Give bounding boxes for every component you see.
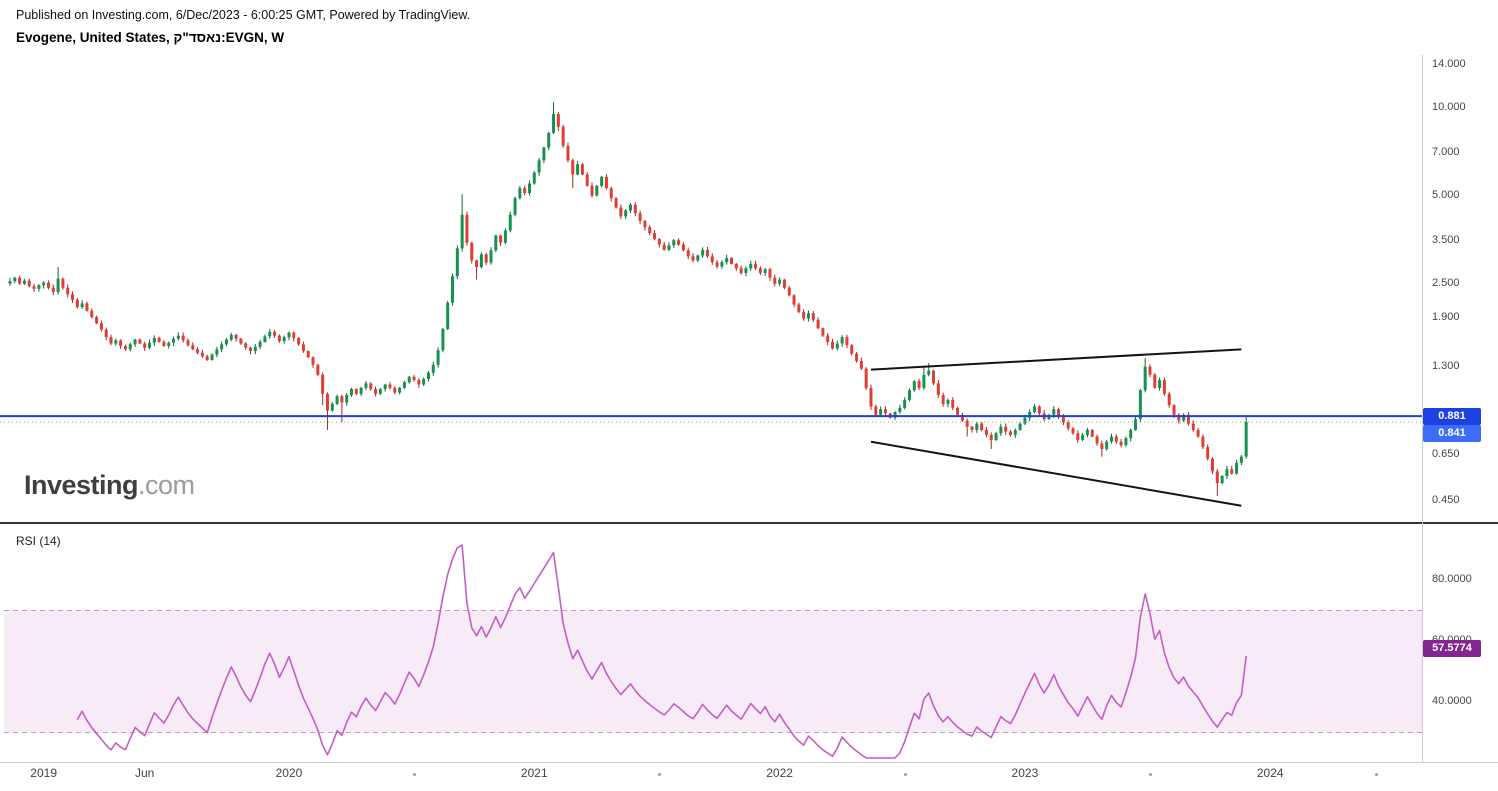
time-axis-minor-tick: [658, 773, 662, 776]
time-axis-minor-tick: [413, 773, 417, 776]
time-axis-label: 2024: [1256, 766, 1284, 780]
last-price-badge: 0.841: [1423, 425, 1481, 443]
time-axis-minor-tick: [1375, 773, 1379, 776]
symbol-title: Evogene, United States, נאסד"ק:EVGN, W: [16, 30, 285, 45]
time-axis-label: 2020: [275, 766, 303, 780]
price-axis-tick: 5.000: [1432, 188, 1460, 201]
time-axis-label: 2023: [1011, 766, 1039, 780]
price-axis-tick: 1.900: [1432, 311, 1460, 324]
rsi-axis-tick: 80.0000: [1432, 573, 1472, 585]
trendline-lower[interactable]: [870, 440, 1242, 507]
horizontal-line-price-badge: 0.881: [1423, 408, 1481, 426]
price-axis-tick: 10.000: [1432, 100, 1466, 113]
price-axis-tick: 1.300: [1432, 359, 1460, 372]
time-axis-label: 2019: [30, 766, 58, 780]
price-axis-tick: 2.500: [1432, 276, 1460, 289]
time-axis-label: Jun: [134, 766, 155, 780]
price-axis-tick: 14.000: [1432, 57, 1466, 70]
rsi-axis-tick: 40.0000: [1432, 695, 1472, 707]
time-axis-minor-tick: [903, 773, 907, 776]
published-line: Published on Investing.com, 6/Dec/2023 -…: [16, 8, 471, 22]
rsi-label: RSI (14): [16, 534, 61, 548]
time-axis-minor-tick: [1148, 773, 1152, 776]
time-axis-label: 2022: [766, 766, 793, 780]
watermark-com-text: .com: [138, 470, 195, 500]
time-axis[interactable]: 2019 Jun 2020 2021 2022 2023 2024: [0, 764, 1498, 790]
rsi-band: [4, 610, 1422, 733]
price-axis[interactable]: 14.000 10.000 7.000 5.000 3.500 2.500 1.900 1.3…: [1424, 0, 1498, 762]
trendline-upper[interactable]: [870, 348, 1242, 371]
candlestick-series: [8, 102, 1248, 496]
price-axis-tick: 7.000: [1432, 145, 1460, 158]
time-axis-label: 2021: [520, 766, 548, 780]
watermark-investing-text: Investing: [24, 470, 139, 500]
price-axis-tick: 3.500: [1432, 233, 1460, 246]
investing-watermark: Investing.com: [24, 470, 195, 501]
rsi-value-badge: 57.5774: [1423, 640, 1481, 658]
rsi-line: [76, 544, 1247, 759]
price-axis-tick: 0.450: [1432, 494, 1460, 507]
price-axis-tick: 0.650: [1432, 447, 1460, 460]
